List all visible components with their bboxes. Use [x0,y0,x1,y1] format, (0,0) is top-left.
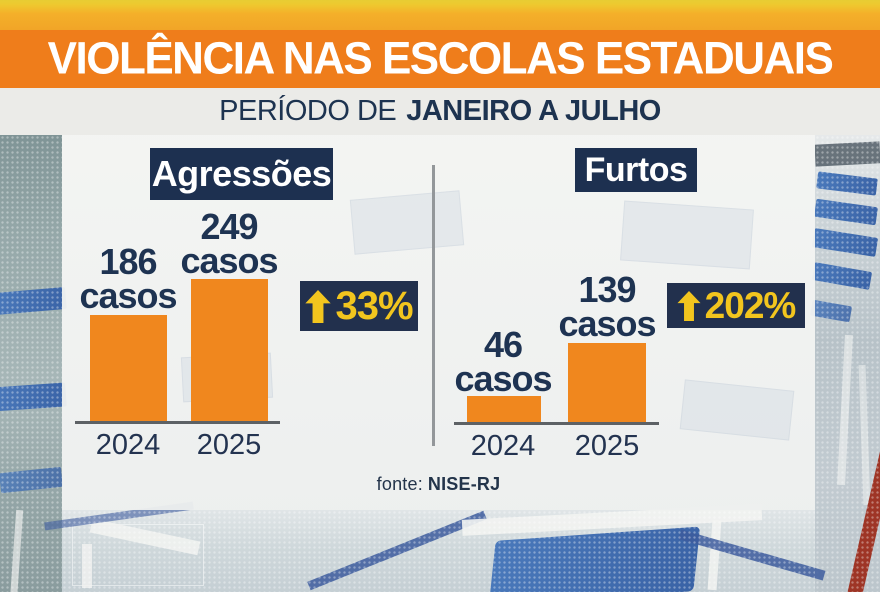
period-prefix: PERÍODO DE [219,95,397,127]
desk-leg-shape [7,509,24,592]
change-percentage: 202% [704,284,797,326]
chair-seat-shape [488,526,701,592]
period-subtitle: PERÍODO DE JANEIRO A JULHO [219,95,661,128]
chair-shape [814,198,878,226]
value-unit: casos [180,240,278,281]
desk-leg-shape [82,544,92,588]
chair-shape [816,171,878,196]
classroom-photo-right [809,135,880,592]
header-yellow-strip [0,0,880,30]
value-label-agressoes-2024: 186 casos [58,241,198,316]
value-number: 46 [483,324,523,365]
value-unit: casos [454,358,552,399]
value-label-agressoes-2025: 249 casos [159,206,299,281]
chair-shape [0,466,63,494]
chart-title-furtos: Furtos [575,148,697,192]
bar-furtos-2024 [467,396,541,422]
axis-baseline-agressoes [75,421,280,424]
header-title-bar: VIOLÊNCIA NAS ESCOLAS ESTADUAIS [0,30,880,88]
desk-leg-shape [707,519,722,591]
chart-title-agressoes: Agressões [150,148,333,200]
bar-furtos-2025 [568,343,646,422]
ghost-desk-shape [679,379,795,441]
desk-shape [0,286,67,316]
change-percentage: 33% [335,283,413,328]
chair-shape [811,228,879,257]
source-label: fonte: [376,474,423,494]
desk-shape [0,382,67,412]
desk-leg-shape [858,364,871,506]
classroom-photo-bottom [44,501,826,592]
source-value: NISE-RJ [427,474,501,494]
chair-shape [811,262,873,290]
page-title: VIOLÊNCIA NAS ESCOLAS ESTADUAIS [47,33,834,84]
classroom-photo-left [0,135,67,592]
value-unit: casos [79,275,177,316]
change-badge-agressoes: 33% [300,281,418,331]
up-arrow-icon [305,289,332,323]
source-line: fonte: NISE-RJ [62,474,815,495]
change-badge-furtos: 202% [667,283,805,328]
chair-shape [809,299,853,323]
value-label-furtos-2025: 139 casos [537,269,677,344]
up-arrow-icon [677,290,701,321]
value-unit: casos [558,303,656,344]
floor-blue-line [678,529,826,581]
bar-agressoes-2024 [90,315,167,421]
window-slat-shape [814,141,880,167]
period-range: JANEIRO A JULHO [406,95,661,127]
value-number: 139 [578,269,636,310]
year-label-agressoes-2025: 2025 [196,429,262,461]
floor-grid-line [72,524,204,586]
bar-agressoes-2025 [191,279,268,421]
floor-blue-line [307,510,487,591]
header-subtitle-bar: PERÍODO DE JANEIRO A JULHO [0,88,880,135]
value-label-furtos-2024: 46 casos [433,324,573,399]
ghost-desk-shape [620,200,754,270]
value-number: 249 [200,206,258,247]
year-label-agressoes-2024: 2024 [95,429,161,461]
year-label-furtos-2025: 2025 [574,430,640,462]
chart-divider [432,165,435,446]
axis-baseline-furtos [454,422,659,425]
value-number: 186 [99,241,157,282]
ghost-desk-shape [349,190,465,255]
year-label-furtos-2024: 2024 [470,430,536,462]
desk-leg-shape [837,334,853,486]
